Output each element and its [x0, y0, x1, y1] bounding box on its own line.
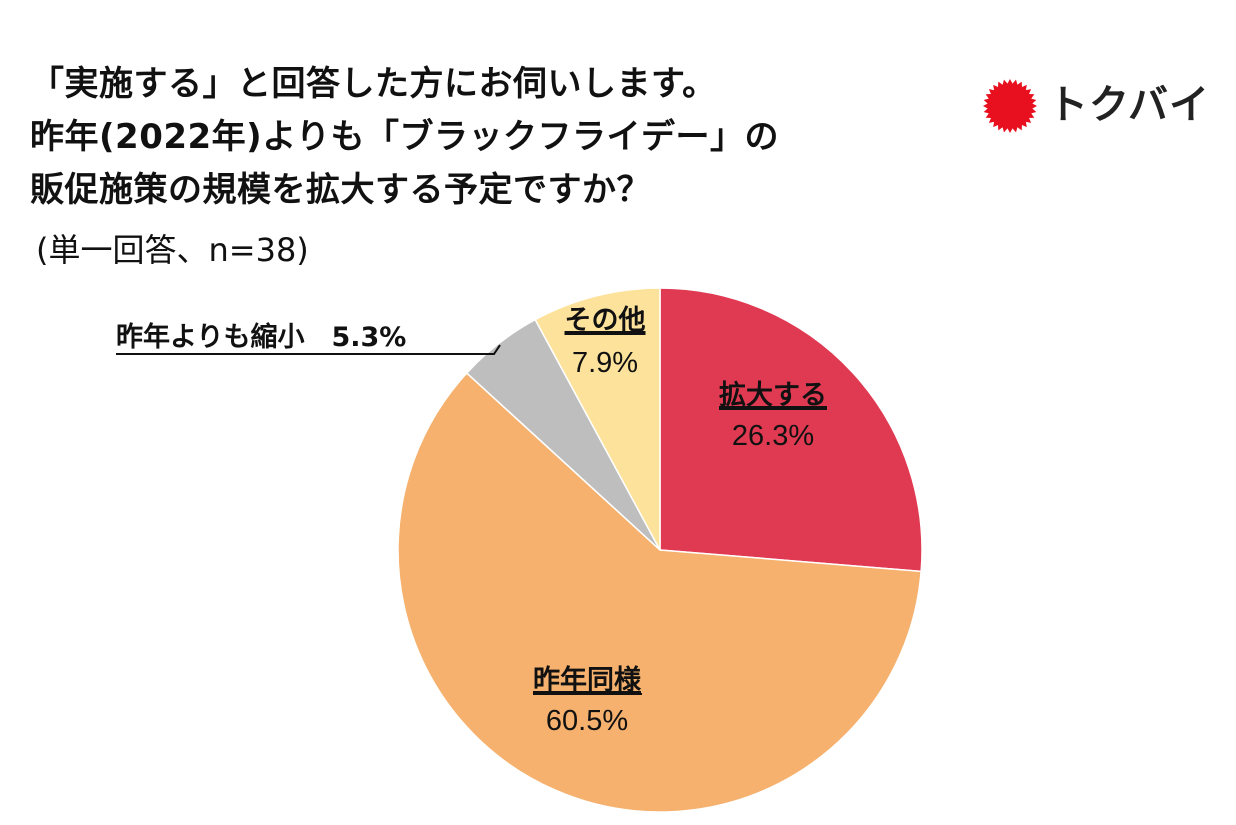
title-line-2: 昨年(2022年)よりも「ブラックフライデー」の: [30, 117, 780, 157]
sample-note: (単一回答、n=38): [36, 231, 309, 269]
pie-slice-4: [534, 287, 661, 551]
callout-leader-line: [116, 344, 501, 355]
question-title: 「実施する」と回答した方にお伺いします。 昨年(2022年)よりも「ブラックフラ…: [30, 58, 970, 217]
slice-name-label-2: 昨年同様: [533, 664, 642, 696]
slice-value-label-1: 26.3%: [732, 420, 814, 452]
title-line-1: 「実施する」と回答した方にお伺いします。: [30, 64, 717, 104]
tokubai-logo: トクバイ: [982, 76, 1209, 136]
logo-text: トクバイ: [1048, 82, 1210, 128]
slice-value-label-2: 60.5%: [546, 705, 628, 737]
slice-value-label-4: 7.9%: [572, 347, 638, 379]
pie-slice-1: [659, 287, 923, 573]
title-line-3: 販促施策の規模を拡大する予定ですか？: [30, 170, 651, 210]
logo-sun-icon: [983, 79, 1037, 133]
pie-slice-2: [397, 371, 922, 813]
callout-label-shrink: 昨年よりも縮小 5.3%: [116, 321, 406, 353]
slice-name-label-4: その他: [565, 305, 646, 336]
slice-name-label-1: 拡大する: [719, 380, 827, 411]
